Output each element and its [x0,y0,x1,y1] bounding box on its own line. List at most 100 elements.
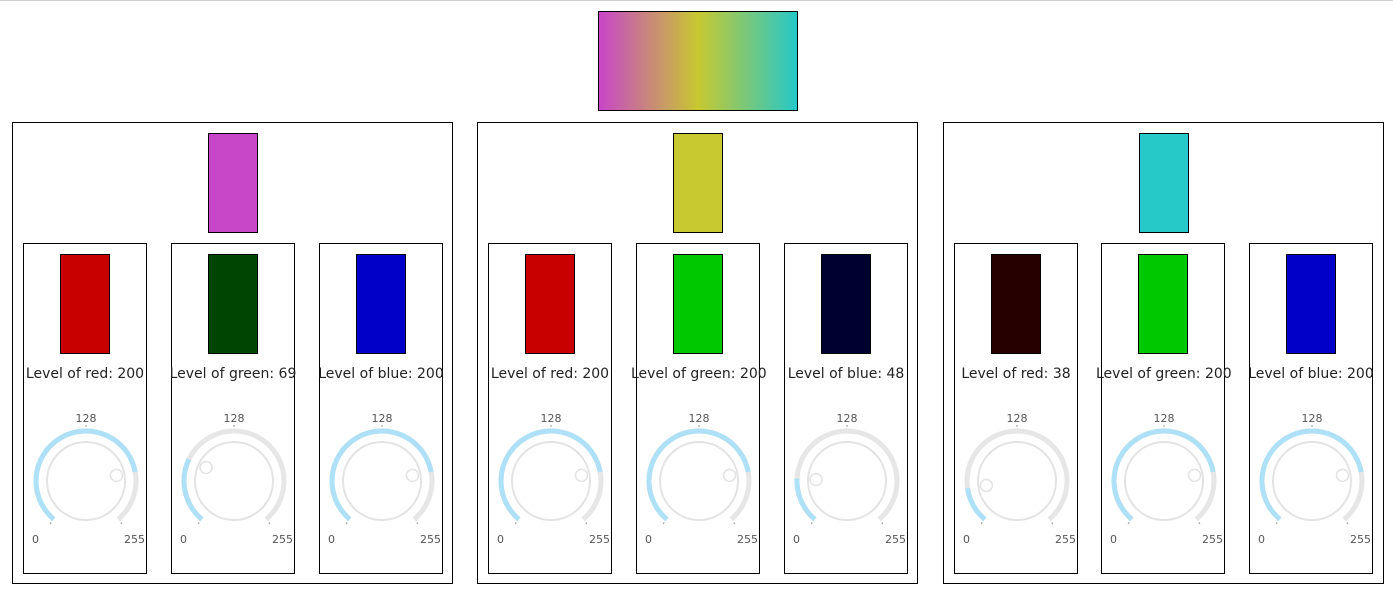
tick-min [345,522,348,525]
tick-label-max: 255 [272,533,293,546]
tick-label-max: 255 [1055,533,1076,546]
blue-level-label: Level of blue: 48 [787,366,905,382]
tick-label-min: 0 [645,533,652,546]
knob-value-arc [794,478,817,522]
knob-dial [342,441,422,521]
tick-label-min: 0 [1110,533,1117,546]
color-group-1: Level of red: 200 128 0 255 Level of green… [12,122,453,584]
green-level-label: Level of green: 200 [631,366,767,382]
blended-gradient-preview [598,11,798,111]
group-2-green-channel: Level of green: 200 128 0 255 [631,243,767,574]
color-group-2: Level of red: 200 128 0 255 Level of green… [477,122,918,584]
tick-max [120,522,123,525]
group-3-blue-channel: Level of blue: 200 128 0 255 [1248,243,1374,574]
group-1-color-swatch [208,133,258,233]
knob-handle [574,468,589,483]
green-level-label: Level of green: 200 [1096,366,1232,382]
group-3-color-swatch [1139,133,1189,233]
red-level-label: Level of red: 200 [490,366,610,382]
knob-dial [46,441,126,521]
green-level-label: Level of green: 69 [169,366,297,382]
blue-level-knob[interactable]: 128 0 255 [788,399,908,546]
knob-handle [809,472,823,487]
tick-label-min: 0 [180,533,187,546]
red-level-knob[interactable]: 128 0 255 [492,399,612,546]
tick-min [662,522,665,525]
tick-label-min: 0 [1258,533,1265,546]
knob-value-arc [1111,428,1216,522]
tick-label-max: 255 [737,533,758,546]
tick-label-mid: 128 [541,412,562,425]
knob-value-arc [33,428,138,522]
red-level-knob[interactable]: 128 0 255 [27,399,147,546]
knob-handle [199,460,213,475]
blue-level-label: Level of blue: 200 [318,366,444,382]
knob-handle [1335,468,1350,483]
green-level-knob[interactable]: 128 0 255 [175,399,295,546]
tick-label-mid: 128 [1154,412,1175,425]
knob-handle [979,478,994,493]
knob-value-arc [1259,428,1364,522]
blue-level-swatch [356,254,406,354]
green-level-knob[interactable]: 128 0 255 [1105,399,1225,546]
tick-label-min: 0 [963,533,970,546]
knob-value-arc [646,428,751,522]
group-2-red-channel: Level of red: 200 128 0 255 [488,243,612,574]
tick-label-max: 255 [589,533,610,546]
knob-value-arc [498,428,603,522]
knob-dial [511,441,591,521]
group-3-green-channel: Level of green: 200 128 0 255 [1096,243,1232,574]
group-1-green-channel: Level of green: 69 128 0 255 [170,243,296,574]
red-level-swatch [60,254,110,354]
tick-min [1275,522,1278,525]
tick-label-mid: 128 [837,412,858,425]
knob-handle [405,468,420,483]
knob-dial [194,441,274,521]
tick-max [1346,522,1349,525]
group-3-red-channel: Level of red: 38 128 0 255 [954,243,1078,574]
knob-dial [977,441,1057,521]
tick-min [197,522,200,525]
tick-max [416,522,419,525]
blue-level-knob[interactable]: 128 0 255 [323,399,443,546]
tick-label-max: 255 [124,533,145,546]
red-level-swatch [525,254,575,354]
tick-min [514,522,517,525]
color-group-3: Level of red: 38 128 0 255 Level of green:… [943,122,1384,584]
knob-handle [1187,468,1202,483]
tick-label-mid: 128 [1302,412,1323,425]
knob-dial [807,441,887,521]
group-1-blue-channel: Level of blue: 200 128 0 255 [318,243,444,574]
tick-max [1051,522,1054,525]
tick-label-max: 255 [1350,533,1371,546]
knob-track-arc [964,428,1070,522]
knob-handle [109,468,124,483]
tick-min [49,522,52,525]
tick-label-min: 0 [497,533,504,546]
top-divider [0,0,1393,1]
tick-label-mid: 128 [1007,412,1028,425]
knob-value-arc [329,428,434,522]
red-level-label: Level of red: 38 [961,366,1071,382]
blue-level-knob[interactable]: 128 0 255 [1253,399,1373,546]
tick-min [980,522,983,525]
knob-handle [722,468,737,483]
tick-max [1198,522,1201,525]
tick-label-max: 255 [885,533,906,546]
knob-value-arc [965,487,987,522]
group-1-red-channel: Level of red: 200 128 0 255 [23,243,147,574]
tick-max [733,522,736,525]
tick-min [1127,522,1130,525]
group-2-color-swatch [673,133,723,233]
green-level-swatch [673,254,723,354]
blue-level-swatch [1286,254,1336,354]
red-level-knob[interactable]: 128 0 255 [958,399,1078,546]
tick-label-min: 0 [32,533,39,546]
green-level-swatch [1138,254,1188,354]
red-level-swatch [991,254,1041,354]
green-level-knob[interactable]: 128 0 255 [640,399,760,546]
tick-label-max: 255 [420,533,441,546]
tick-label-min: 0 [328,533,335,546]
knob-value-arc [181,458,204,522]
blue-level-label: Level of blue: 200 [1248,366,1374,382]
